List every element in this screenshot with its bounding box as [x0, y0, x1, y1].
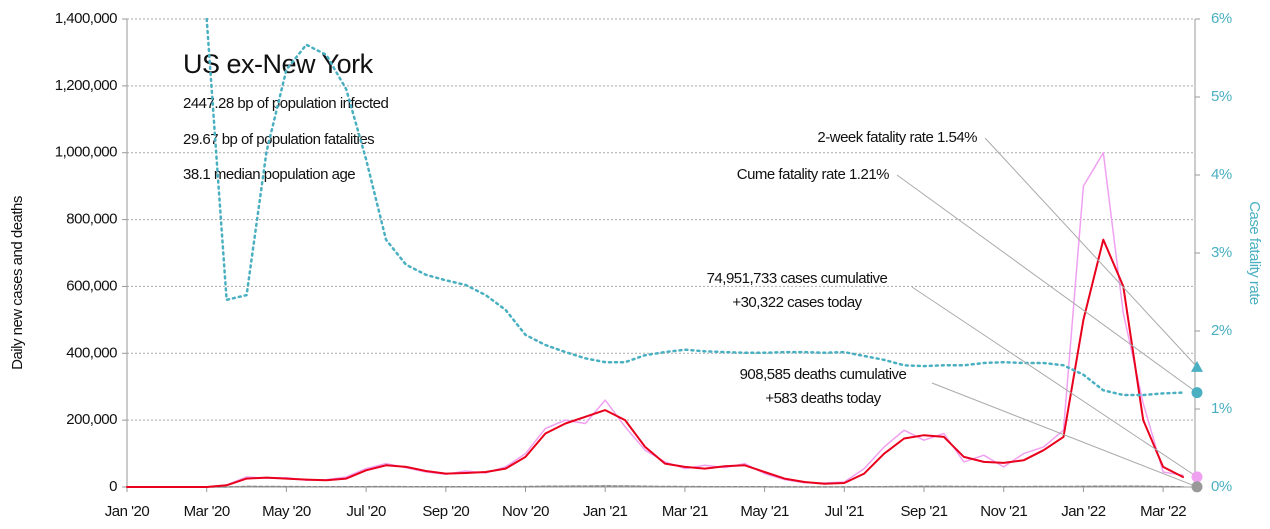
- x-tick-label: Mar '20: [184, 503, 230, 520]
- y-tick-label: 1,000,000: [55, 144, 117, 161]
- y2-tick-label: 4%: [1211, 166, 1232, 183]
- y-tick-label: 800,000: [66, 211, 117, 228]
- x-tick-label: May '21: [740, 503, 789, 520]
- leader-line: [931, 382, 1198, 488]
- series-line: [126, 151, 1184, 488]
- marker: [1191, 387, 1203, 399]
- y2-tick-label: 2%: [1211, 322, 1232, 339]
- marker: [1191, 360, 1203, 372]
- y-tick-label: 1,200,000: [55, 77, 117, 94]
- annotation: 2-week fatality rate 1.54%: [817, 129, 977, 146]
- leader-line: [911, 286, 1198, 478]
- annotation: 74,951,733 cases cumulative: [707, 270, 888, 287]
- x-tick-label: Jan '21: [583, 503, 628, 520]
- annotation: 908,585 deaths cumulative: [740, 366, 907, 383]
- info-line: 29.67 bp of population fatalities: [183, 131, 374, 148]
- y-tick-label: 0: [109, 478, 117, 495]
- marker: [1191, 471, 1203, 483]
- x-tick-label: Sep '20: [422, 503, 469, 520]
- y2-tick-label: 0%: [1211, 478, 1232, 495]
- x-tick-label: Mar '21: [662, 503, 708, 520]
- annotation: Cume fatality rate 1.21%: [737, 166, 889, 183]
- info-line: 38.1 median population age: [183, 166, 355, 183]
- info-line: 2447.28 bp of population infected: [183, 95, 389, 112]
- x-tick-label: Jul '21: [825, 503, 865, 520]
- x-tick-label: Nov '21: [980, 503, 1027, 520]
- series-line: [126, 238, 1184, 488]
- y2-tick-label: 3%: [1211, 244, 1232, 261]
- series-line: [205, 17, 1185, 397]
- series-line: [126, 485, 1184, 488]
- y-tick-label: 400,000: [66, 344, 117, 361]
- marker: [1191, 481, 1203, 493]
- x-tick-label: Sep '21: [901, 503, 948, 520]
- annotation: +30,322 cases today: [732, 294, 862, 311]
- y-tick-label: 600,000: [66, 277, 117, 294]
- annotation: +583 deaths today: [765, 390, 881, 407]
- y-tick-label: 1,400,000: [55, 10, 117, 27]
- y2-axis-label: Case fatality rate: [1246, 201, 1263, 305]
- leader-line: [896, 174, 1198, 394]
- info-title: US ex-New York: [183, 49, 374, 79]
- x-tick-label: Jan '22: [1061, 503, 1106, 520]
- y-axis-label: Daily new cases and deaths: [9, 196, 26, 370]
- y2-tick-label: 5%: [1211, 88, 1232, 105]
- x-tick-label: Nov '20: [502, 503, 549, 520]
- x-tick-label: Jan '20: [105, 503, 150, 520]
- y-tick-label: 200,000: [66, 411, 117, 428]
- x-tick-label: May '20: [262, 503, 311, 520]
- y2-tick-label: 1%: [1211, 400, 1232, 417]
- y2-tick-label: 6%: [1211, 10, 1232, 27]
- x-tick-label: Mar '22: [1140, 503, 1186, 520]
- leader-line: [984, 137, 1198, 368]
- x-tick-label: Jul '20: [346, 503, 386, 520]
